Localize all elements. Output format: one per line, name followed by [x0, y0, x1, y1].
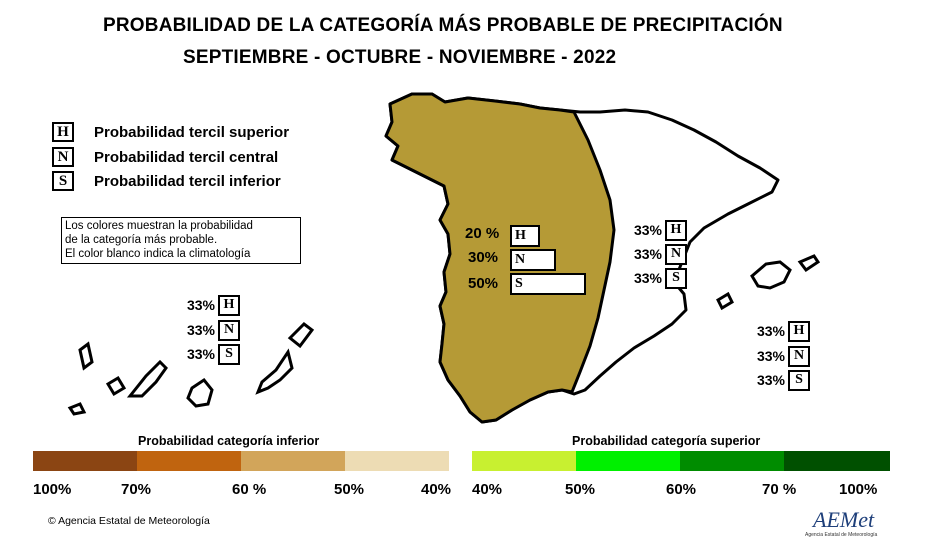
canarias-row-n: 33% N: [181, 319, 240, 341]
scale-upper-tick: 50%: [565, 481, 596, 498]
la-gomera-island: [105, 375, 127, 397]
note-line: de la categoría más probable.: [65, 234, 218, 246]
scale-upper-segment: [680, 451, 784, 471]
canarias-row-s: 33% S: [181, 343, 240, 365]
baleares-n-percent: 33%: [756, 348, 785, 364]
scale-upper-segment: [784, 451, 890, 471]
west-n-percent: 30%: [468, 249, 499, 266]
scale-lower-segment: [137, 451, 241, 471]
east-row-s: 33% S: [628, 267, 687, 289]
legend-box-s: S: [52, 171, 74, 191]
canarias-s-box: S: [218, 343, 240, 365]
scale-lower-tick: 40%: [421, 481, 452, 498]
east-n-percent: 33%: [633, 246, 662, 262]
legend-box-h: H: [52, 122, 74, 142]
scale-lower-tick: 100%: [33, 481, 72, 498]
east-h-box: H: [665, 219, 687, 241]
aemet-logo: AEMet Agencia Estatal de Meteorología: [803, 507, 883, 543]
canarias-n-percent: 33%: [186, 322, 215, 338]
menorca-island: [797, 254, 821, 273]
aemet-logo-text: AEMet: [813, 507, 875, 532]
el-hierro-island: [67, 402, 87, 416]
legend-row-n: N Probabilidad tercil central: [52, 146, 278, 168]
legend-label-h: Probabilidad tercil superior: [94, 123, 290, 141]
scale-upper-tick: 60%: [666, 481, 697, 498]
west-bar-n: N: [510, 249, 556, 271]
scale-lower-segment: [345, 451, 449, 471]
scale-lower-tick: 50%: [334, 481, 365, 498]
scale-lower-tick: 70%: [121, 481, 152, 498]
legend-row-s: S Probabilidad tercil inferior: [52, 170, 281, 192]
aemet-logo-subtitle: Agencia Estatal de Meteorología: [805, 532, 878, 538]
east-s-box: S: [665, 267, 687, 289]
baleares-row-s: 33% S: [751, 369, 810, 391]
map-subtitle: SEPTIEMBRE - OCTUBRE - NOVIEMBRE - 2022: [183, 47, 617, 68]
baleares-h-box: H: [788, 320, 810, 342]
legend-label-s: Probabilidad tercil inferior: [94, 172, 281, 190]
ibiza-island: [716, 291, 734, 311]
la-palma-island: [78, 341, 94, 371]
west-s-percent: 50%: [468, 275, 499, 292]
legend-label-n: Probabilidad tercil central: [94, 148, 279, 166]
canarias-s-percent: 33%: [186, 346, 215, 362]
scale-lower-title: Probabilidad categoría inferior: [138, 434, 320, 448]
scale-upper-segment: [472, 451, 576, 471]
lanzarote-island: [287, 322, 315, 349]
canarias-h-percent: 33%: [186, 297, 215, 313]
baleares-s-percent: 33%: [756, 372, 785, 388]
west-bar-s: S: [510, 273, 586, 295]
gran-canaria-island: [186, 377, 214, 408]
east-row-h: 33% H: [628, 219, 687, 241]
canarias-h-box: H: [218, 294, 240, 316]
baleares-s-box: S: [788, 369, 810, 391]
map-title: PROBABILIDAD DE LA CATEGORÍA MÁS PROBABL…: [103, 15, 783, 36]
east-n-box: N: [665, 243, 687, 265]
note-line: Los colores muestran la probabilidad: [65, 220, 253, 232]
fuerteventura-island: [255, 348, 294, 395]
east-row-n: 33% N: [628, 243, 687, 265]
west-bar-h: H: [510, 225, 540, 247]
copyright-text: © Agencia Estatal de Meteorología: [48, 515, 210, 527]
scale-upper-title: Probabilidad categoría superior: [572, 434, 761, 448]
baleares-h-percent: 33%: [756, 323, 785, 339]
mallorca-island: [750, 260, 792, 290]
scale-upper-tick: 40%: [472, 481, 503, 498]
legend-row-h: H Probabilidad tercil superior: [52, 121, 289, 143]
scale-lower-segment: [33, 451, 137, 471]
peninsula-west-region: [384, 92, 616, 424]
scale-upper-tick: 100%: [839, 481, 878, 498]
color-note: Los colores muestran la probabilidad de …: [61, 217, 301, 264]
canarias-n-box: N: [218, 319, 240, 341]
scale-upper-segment: [576, 451, 680, 471]
baleares-row-h: 33% H: [751, 320, 810, 342]
east-h-percent: 33%: [633, 222, 662, 238]
baleares-row-n: 33% N: [751, 345, 810, 367]
scale-lower-tick: 60 %: [232, 481, 267, 498]
note-line: El color blanco indica la climatología: [65, 248, 251, 260]
scale-upper-tick: 70 %: [762, 481, 797, 498]
legend-box-n: N: [52, 147, 74, 167]
scale-lower-segment: [241, 451, 345, 471]
canarias-row-h: 33% H: [181, 294, 240, 316]
baleares-n-box: N: [788, 345, 810, 367]
west-h-percent: 20 %: [465, 225, 500, 242]
tenerife-island: [126, 359, 168, 398]
east-s-percent: 33%: [633, 270, 662, 286]
